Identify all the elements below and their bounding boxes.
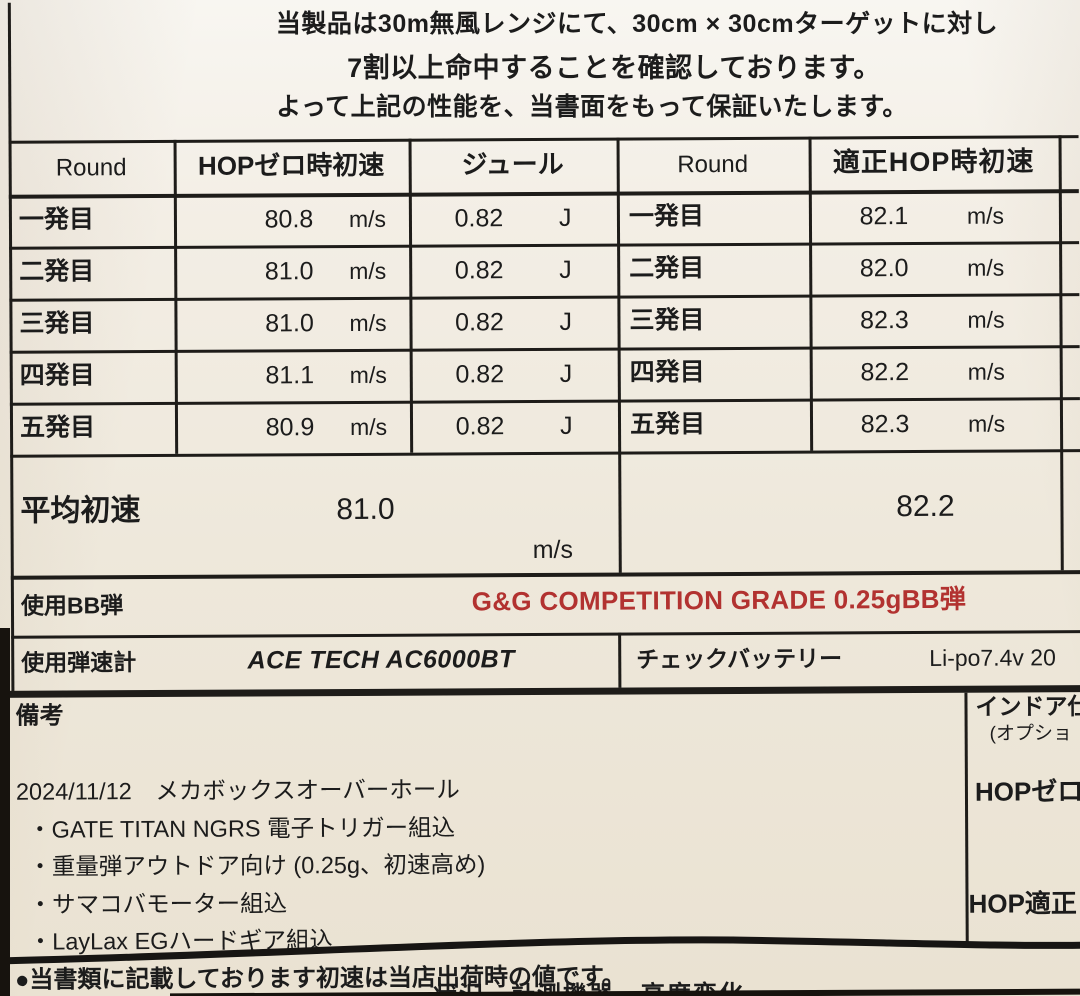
speed-value: 82.0 <box>859 254 909 283</box>
row-label: 二発目 <box>19 257 95 286</box>
average-left-value: 81.0 <box>336 492 395 527</box>
table-rule <box>173 139 179 454</box>
footer-wavy-rule <box>2 936 1080 965</box>
speed-value: 80.9 <box>265 413 315 442</box>
remarks-line: ・GATE TITAN NGRS 電子トリガー組込 <box>28 814 456 843</box>
average-right-value: 82.2 <box>896 489 955 524</box>
table-rule <box>8 189 1079 199</box>
header-joule: ジュール <box>461 148 564 180</box>
guarantee-line-2: 7割以上命中することを確認しております。 <box>347 53 881 83</box>
chrono-divider <box>618 632 622 688</box>
table-rule <box>1058 135 1064 571</box>
joule-value: 0.82 <box>455 360 505 389</box>
speed-value: 82.1 <box>859 202 909 231</box>
remarks-hop-zero: HOPゼロ <box>974 776 1080 807</box>
remarks-right-subtitle: (オプショ <box>989 723 1073 745</box>
table-rule <box>7 2 15 695</box>
table-rule <box>11 630 1080 639</box>
joule-value: 0.82 <box>454 204 504 233</box>
table-rule <box>9 293 1080 302</box>
bb-value: G&G COMPETITION GRADE 0.25gBB弾 <box>471 583 967 617</box>
joule-value: 0.82 <box>455 308 504 337</box>
row-label: 三発目 <box>19 309 95 338</box>
header-round-right: Round <box>677 150 749 179</box>
average-left-unit: m/s <box>532 535 574 565</box>
average-label: 平均初速 <box>20 494 141 528</box>
speed-unit: m/s <box>348 205 387 232</box>
speed-unit: m/s <box>967 410 1006 437</box>
row-label: 五発目 <box>629 410 706 439</box>
table-rule <box>10 449 1080 458</box>
battery-value: Li-po7.4v 20 <box>929 644 1056 671</box>
speed-unit: m/s <box>967 254 1005 281</box>
speed-value: 82.3 <box>860 410 910 439</box>
row-label: 二発目 <box>629 254 705 283</box>
row-label: 五発目 <box>19 413 96 442</box>
speed-unit: m/s <box>967 358 1005 385</box>
joule-unit: J <box>559 255 572 284</box>
row-label: 四発目 <box>19 361 95 390</box>
speed-value: 82.2 <box>860 358 910 387</box>
table-rule <box>9 241 1080 250</box>
joule-unit: J <box>559 411 573 440</box>
speed-value: 80.8 <box>264 205 314 234</box>
chrono-value: ACE TECH AC6000BT <box>247 645 515 675</box>
header-round-left: Round <box>55 154 127 182</box>
guarantee-line-1: 当製品は30m無風レンジにて、30cm × 30cmターゲットに対し <box>275 10 999 38</box>
speed-value: 81.0 <box>265 309 314 338</box>
chrono-label: 使用弾速計 <box>21 649 137 676</box>
header-hop-proper-speed: 適正HOP時初速 <box>832 146 1035 178</box>
remarks-line: 2024/11/12 メカボックスオーバーホール <box>15 776 460 805</box>
guarantee-line-3: よって上記の性能を、当書面をもって保証いたします。 <box>276 93 908 121</box>
row-label: 一発目 <box>18 205 95 234</box>
battery-label: チェックバッテリー <box>636 645 843 673</box>
joule-unit: J <box>559 307 573 336</box>
remarks-line: ・重量弾アウトドア向け (0.25g、初速高め) <box>28 851 486 880</box>
photo-left-edge <box>0 628 10 996</box>
table-rule <box>8 135 1079 144</box>
remarks-line: ・サマコバモーター組込 <box>28 890 288 918</box>
speed-unit: m/s <box>966 202 1005 229</box>
speed-unit: m/s <box>349 257 387 284</box>
remarks-label: 備考 <box>15 702 64 730</box>
table-rule <box>10 570 1080 580</box>
table-rule <box>9 345 1080 354</box>
remarks-hop-proper: HOP適正 <box>968 888 1077 919</box>
joule-value: 0.82 <box>455 412 505 441</box>
speed-value: 81.0 <box>264 257 314 286</box>
speed-unit: m/s <box>349 309 387 336</box>
speed-value: 82.3 <box>860 306 909 335</box>
joule-unit: J <box>559 359 573 388</box>
row-label: 一発目 <box>628 202 705 231</box>
table-rule <box>9 397 1080 406</box>
bb-label: 使用BB弾 <box>20 592 124 619</box>
row-label: 三発目 <box>629 306 705 335</box>
row-label: 四発目 <box>629 358 705 387</box>
speed-unit: m/s <box>349 361 387 388</box>
joule-unit: J <box>558 203 572 232</box>
table-rule <box>616 137 622 573</box>
speed-unit: m/s <box>967 306 1005 333</box>
speed-unit: m/s <box>349 413 388 440</box>
speed-value: 81.1 <box>265 361 315 390</box>
header-hop-zero-speed: HOPゼロ時初速 <box>197 149 385 181</box>
section-rule-thick <box>1 685 1080 698</box>
remarks-right-title: インドア仕 <box>975 693 1080 720</box>
joule-value: 0.82 <box>454 256 504 285</box>
